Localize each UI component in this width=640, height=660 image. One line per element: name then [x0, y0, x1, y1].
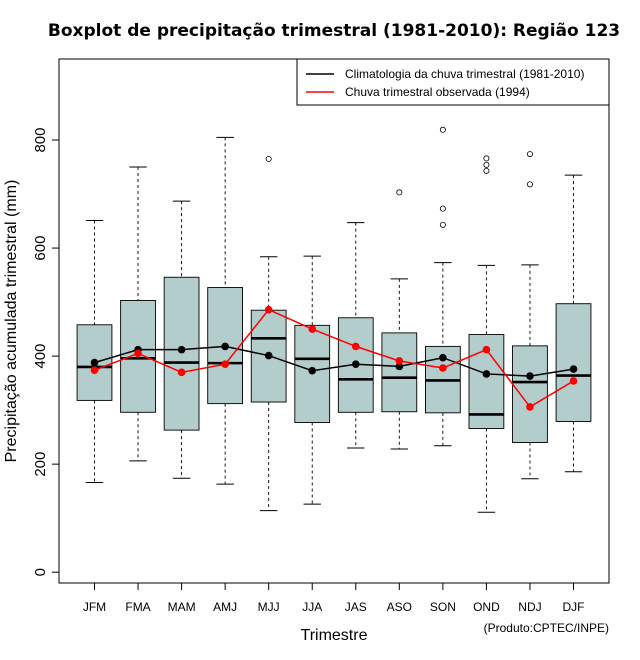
series-point-climatology-JFM — [90, 358, 99, 367]
chart-title: Boxplot de precipitação trimestral (1981… — [48, 21, 620, 41]
box-DJF — [555, 174, 592, 473]
x-tick-label-FMA: FMA — [125, 600, 150, 614]
series-point-observed-FMA — [134, 349, 142, 358]
y-tick-label-400: 400 — [32, 344, 49, 369]
outlier-point-OND-2 — [483, 155, 490, 162]
x-axis-label: Trimestre — [301, 627, 368, 644]
legend: Climatologia da chuva trimestral (1981-2… — [296, 58, 610, 106]
series-point-climatology-ASO — [395, 362, 404, 371]
outlier-point-OND-0 — [483, 167, 490, 174]
series-point-observed-JAS — [351, 342, 360, 351]
x-tick-label-JFM: JFM — [83, 600, 106, 614]
legend-label-observed: Chuva trimestral observada (1994) — [345, 85, 530, 99]
series-point-observed-OND — [482, 345, 491, 354]
legend-label-climatology: Climatologia da chuva trimestral (1981-2… — [345, 67, 584, 81]
box-JJA — [294, 255, 331, 505]
x-tick-label-JJA: JJA — [302, 600, 322, 614]
plot-area: 0 200 400 600 800 JFM FMA MAM AMJ MJJ JJA JAS ASO SON… — [32, 126, 592, 614]
series-point-climatology-SON — [439, 353, 447, 362]
outlier-point-NDJ-1 — [526, 151, 533, 158]
box-JAS — [337, 222, 374, 449]
box-OND — [468, 155, 505, 513]
box-body-MAM — [163, 276, 200, 431]
box-FMA — [120, 166, 156, 462]
outlier-point-SON-1 — [439, 205, 446, 212]
series-point-climatology-MJJ — [264, 351, 273, 360]
x-tick-label-ASO: ASO — [387, 600, 412, 614]
x-tick-label-NDJ: NDJ — [518, 600, 541, 614]
series-line-climatology — [94, 345, 574, 377]
x-tick-label-SON: SON — [430, 600, 456, 614]
box-body-NDJ — [512, 345, 548, 443]
series-point-observed-SON — [439, 364, 447, 372]
box-AMJ — [207, 136, 244, 485]
outlier-point-SON-0 — [439, 221, 446, 228]
series-point-climatology-JJA — [308, 366, 317, 375]
footer-credit: (Produto:CPTEC/INPE) — [484, 621, 609, 635]
x-tick-label-MAM: MAM — [168, 600, 196, 614]
box-body-DJF — [555, 303, 592, 422]
series-point-climatology-DJF — [569, 365, 578, 373]
y-tick-label-200: 200 — [32, 452, 49, 477]
y-axis-label: Precipitação acumulada trimestral (mm) — [3, 180, 20, 463]
outlier-point-SON-2 — [439, 126, 446, 133]
series-point-observed-ASO — [395, 357, 404, 365]
x-tick-label-MJJ: MJJ — [258, 600, 280, 614]
x-tick-label-DJF: DJF — [563, 600, 585, 614]
box-JFM — [76, 220, 113, 484]
box-NDJ — [512, 151, 548, 480]
series-point-observed-NDJ — [526, 403, 534, 411]
series-point-climatology-OND — [482, 370, 491, 378]
box-MJJ — [250, 155, 287, 512]
series-point-observed-MAM — [177, 368, 186, 377]
series-point-observed-DJF — [569, 377, 578, 385]
series-point-observed-MJJ — [264, 305, 273, 314]
y-tick-label-0: 0 — [32, 568, 49, 576]
x-tick-label-OND: OND — [473, 600, 500, 614]
outlier-point-ASO-0 — [396, 189, 403, 196]
y-tick-label-600: 600 — [32, 236, 49, 261]
y-tick-label-800: 800 — [32, 128, 49, 153]
box-MAM — [163, 200, 200, 479]
legend-box — [296, 58, 610, 106]
outlier-point-OND-1 — [483, 161, 490, 168]
box-body-ASO — [381, 332, 418, 413]
box-SON — [424, 126, 461, 447]
series-point-observed-JJA — [308, 325, 317, 333]
box-ASO — [381, 189, 418, 450]
series-point-climatology-AMJ — [221, 342, 229, 351]
series-point-observed-AMJ — [221, 360, 229, 369]
series-line-observed — [94, 308, 574, 408]
outlier-point-MJJ-0 — [265, 155, 272, 162]
x-tick-label-AMJ: AMJ — [213, 600, 237, 614]
series-point-observed-JFM — [90, 366, 99, 374]
x-tick-label-JAS: JAS — [345, 600, 367, 614]
series-point-climatology-MAM — [177, 345, 186, 354]
outlier-point-NDJ-0 — [526, 181, 533, 188]
series-point-climatology-JAS — [351, 360, 360, 369]
series-point-climatology-NDJ — [526, 372, 534, 380]
